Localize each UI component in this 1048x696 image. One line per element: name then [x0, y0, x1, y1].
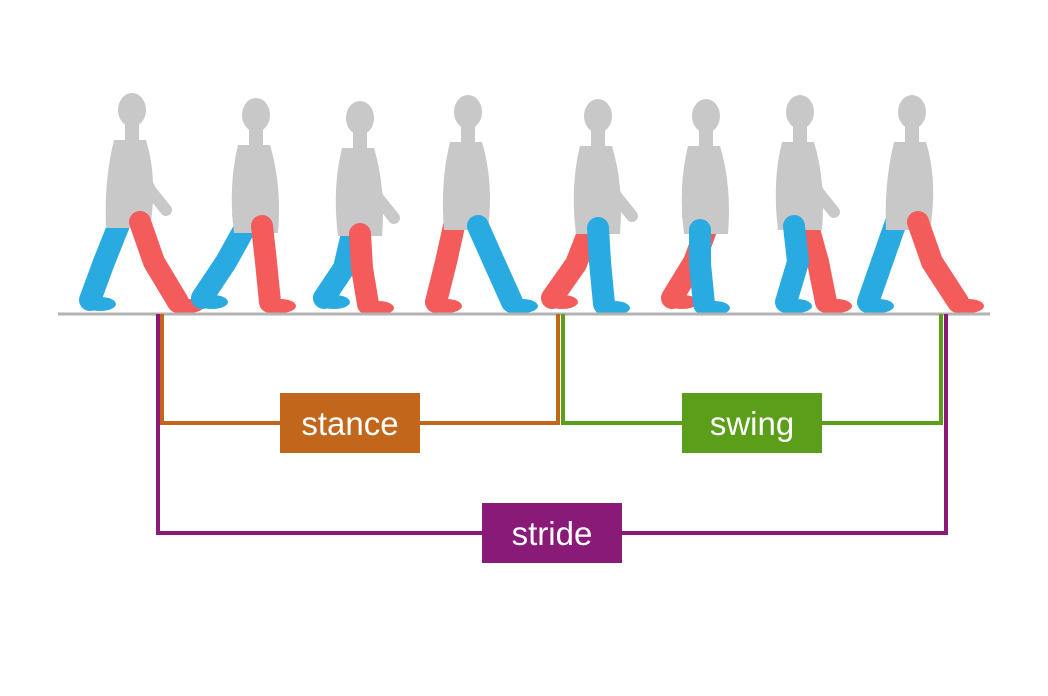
head: [454, 95, 482, 129]
head: [242, 98, 270, 132]
arm: [232, 149, 262, 221]
arm: [444, 146, 474, 218]
stance-bracket: stance: [160, 314, 560, 453]
neck: [249, 129, 263, 149]
neck: [699, 130, 713, 150]
neck: [905, 126, 919, 146]
right-leg: [907, 211, 984, 313]
right-leg: [541, 217, 601, 309]
left-leg: [467, 215, 538, 313]
walking-figures: [79, 93, 984, 315]
swing-bracket: swing: [561, 314, 943, 453]
arm: [592, 150, 638, 222]
walking-figure: [425, 95, 538, 313]
stride-bracket: stride: [156, 314, 948, 563]
neck: [461, 126, 475, 146]
walking-figure: [191, 98, 296, 313]
walking-figure: [313, 101, 400, 315]
neck: [125, 124, 139, 144]
arm: [794, 146, 840, 218]
head: [118, 93, 146, 127]
neck: [591, 130, 605, 150]
arm: [682, 150, 712, 222]
left-leg: [79, 211, 131, 311]
left-leg: [191, 215, 257, 309]
stance-label: stance: [301, 405, 398, 442]
left-leg: [689, 219, 730, 315]
left-leg: [313, 223, 363, 309]
arm: [126, 144, 172, 216]
left-leg: [775, 215, 812, 313]
head: [786, 95, 814, 129]
head: [346, 101, 374, 135]
right-leg: [251, 215, 296, 313]
arm: [888, 146, 918, 218]
right-leg: [425, 215, 465, 313]
head: [584, 99, 612, 133]
walking-figure: [775, 95, 852, 313]
swing-label-box: [682, 393, 822, 453]
stance-label-box: [280, 393, 420, 453]
walking-figure: [857, 95, 984, 313]
right-leg: [797, 215, 852, 313]
head: [692, 99, 720, 133]
right-leg: [349, 223, 394, 315]
swing-label: swing: [710, 405, 794, 442]
arm: [354, 152, 400, 224]
walking-figure: [541, 99, 638, 315]
head: [898, 95, 926, 129]
left-leg: [857, 211, 907, 313]
walking-figure: [661, 99, 730, 315]
stride-label-box: [482, 503, 622, 563]
neck: [353, 132, 367, 152]
left-leg: [587, 217, 630, 315]
stride-label: stride: [512, 515, 593, 552]
neck: [793, 126, 807, 146]
walking-figure: [79, 93, 204, 313]
